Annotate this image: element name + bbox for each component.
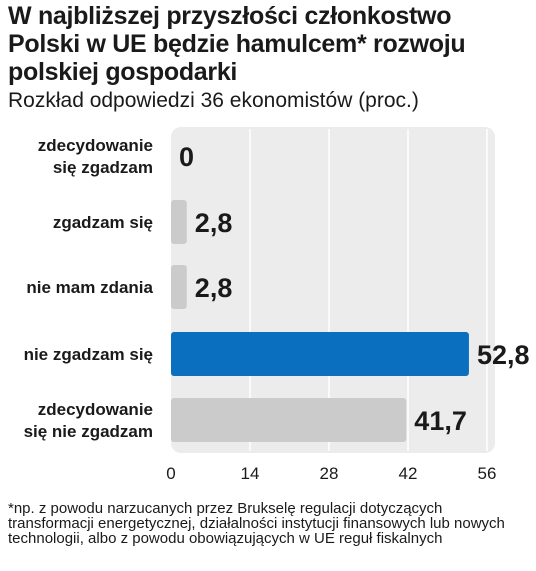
footnote: *np. z powodu narzucanych przez Brukselę…: [8, 500, 505, 547]
x-tick-label: 56: [478, 464, 497, 483]
category-label: nie mam zdania: [26, 278, 153, 297]
category-label: zgadzam się: [53, 213, 153, 232]
category-label: się nie zgadzam: [24, 422, 153, 441]
chart-subtitle: Rozkład odpowiedzi 36 ekonomistów (proc.…: [8, 89, 419, 112]
x-tick-label: 42: [399, 464, 418, 483]
bar: [171, 332, 469, 376]
data-label: 52,8: [477, 340, 530, 370]
data-label: 0: [179, 142, 194, 172]
bar: [171, 200, 187, 244]
data-label: 41,7: [414, 406, 467, 436]
data-label: 2,8: [195, 208, 233, 238]
x-tick-label: 14: [241, 464, 260, 483]
bar: [171, 265, 187, 309]
bar: [171, 398, 407, 442]
category-label: zdecydowanie: [38, 136, 153, 155]
category-label: się zgadzam: [53, 158, 153, 177]
category-label: zdecydowanie: [38, 400, 153, 419]
chart-title: W najbliższej przyszłości członkostwo Po…: [8, 2, 466, 86]
x-tick-label: 0: [166, 464, 175, 483]
category-label: nie zgadzam się: [24, 345, 153, 364]
x-tick-label: 28: [320, 464, 339, 483]
data-label: 2,8: [195, 273, 233, 303]
